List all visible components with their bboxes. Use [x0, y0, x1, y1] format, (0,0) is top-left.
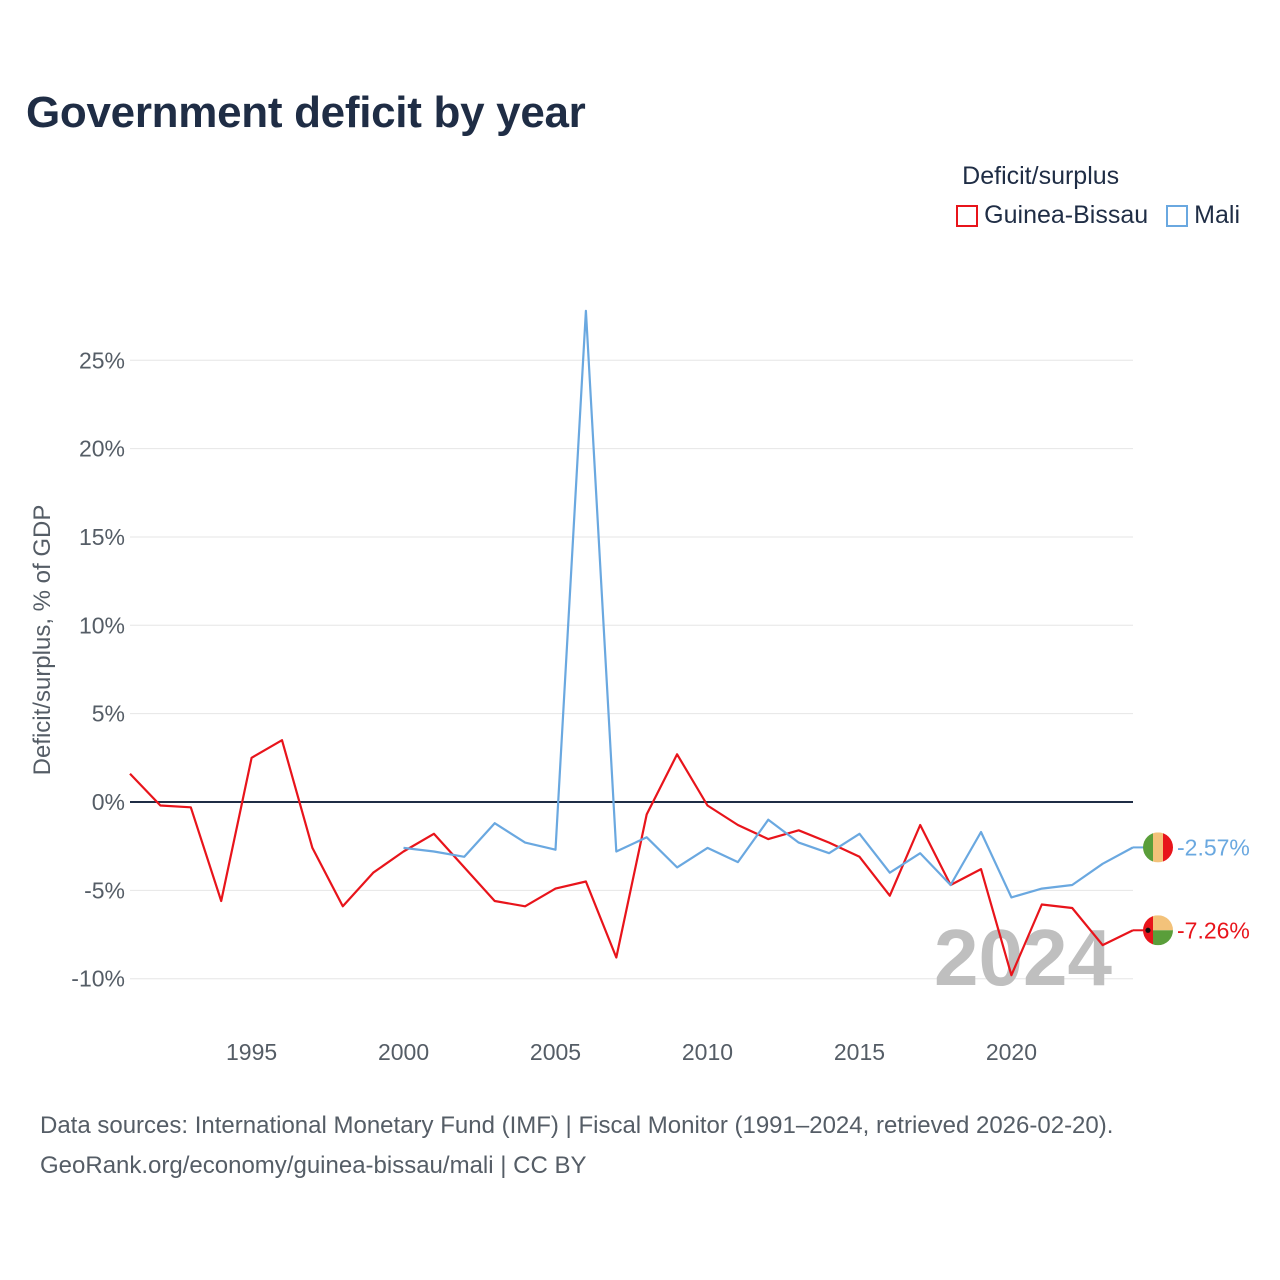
footer: Data sources: International Monetary Fun… — [40, 1106, 1113, 1186]
end-label-mali: -2.57% — [1177, 834, 1250, 860]
y-tick-label: 5% — [92, 701, 125, 727]
axis-layer: -10% -5% 0% 5% 10% 15% 20% 25% 1995 2000 2005 2010 2… — [71, 347, 1133, 1065]
legend-label-guinea-bissau: Guinea-Bissau — [984, 201, 1149, 229]
footer-sources: Data sources: International Monetary Fun… — [40, 1112, 1114, 1139]
footer-credit: GeoRank.org/economy/guinea-bissau/mali |… — [40, 1152, 587, 1179]
flag-guinea-bissau-icon — [1143, 915, 1173, 946]
y-axis-label: Deficit/surplus, % of GDP — [29, 505, 56, 776]
legend-item-mali[interactable]: Mali — [1166, 201, 1240, 230]
y-tick-label: -10% — [71, 966, 125, 992]
x-tick-label: 1995 — [226, 1039, 277, 1065]
x-tick-label: 2010 — [682, 1039, 733, 1065]
legend-label-mali: Mali — [1194, 201, 1240, 229]
legend-item-guinea-bissau[interactable]: Guinea-Bissau — [956, 201, 1148, 230]
year-watermark: 2024 — [934, 913, 1112, 1002]
grid-layer — [130, 359, 1133, 980]
legend-swatch-mali — [1166, 204, 1189, 227]
y-tick-label: 25% — [79, 347, 125, 373]
line-chart: -10% -5% 0% 5% 10% 15% 20% 25% 1995 2000 2005 2010 2… — [29, 309, 1250, 1065]
y-tick-label: 15% — [79, 524, 125, 550]
flag-mali-icon — [1143, 832, 1173, 863]
chart-title: Government deficit by year — [26, 88, 586, 137]
series-layer — [129, 309, 1134, 977]
y-tick-label: 0% — [92, 789, 125, 815]
marker-layer: -7.26% -2.57% — [1133, 832, 1250, 946]
series-line-guinea-bissau[interactable] — [129, 739, 1134, 977]
x-tick-label: 2005 — [530, 1039, 581, 1065]
x-tick-label: 2015 — [834, 1039, 885, 1065]
y-tick-label: 20% — [79, 436, 125, 462]
series-line-mali[interactable] — [403, 309, 1134, 899]
legend: Deficit/surplus Guinea-Bissau Mali — [956, 162, 1240, 230]
y-tick-label: 10% — [79, 612, 125, 638]
x-tick-label: 2020 — [986, 1039, 1037, 1065]
legend-title: Deficit/surplus — [962, 162, 1120, 190]
end-label-guinea-bissau: -7.26% — [1177, 917, 1250, 943]
y-tick-label: -5% — [84, 877, 125, 903]
x-tick-label: 2000 — [378, 1039, 429, 1065]
legend-swatch-guinea-bissau — [956, 204, 979, 227]
